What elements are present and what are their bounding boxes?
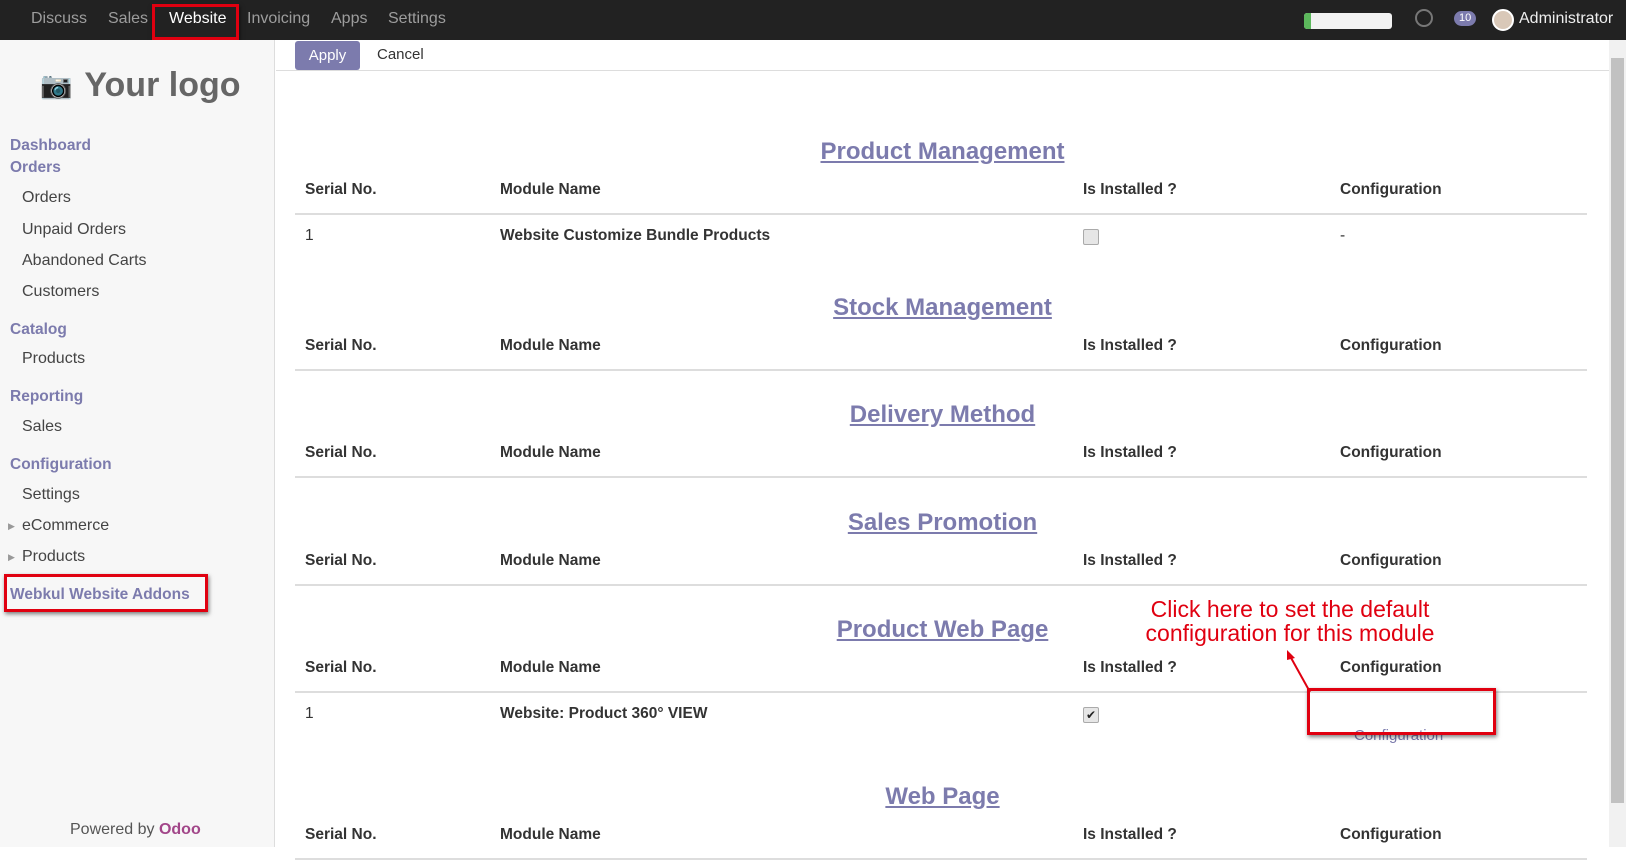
section-title[interactable]: Web Page: [885, 783, 1000, 810]
col-module: Module Name: [500, 444, 601, 461]
sidebar-webkul-addons[interactable]: Webkul Website Addons: [10, 586, 190, 603]
col-serial: Serial No.: [305, 659, 377, 676]
control-panel: Apply Cancel: [276, 40, 1609, 71]
table-header: Serial No. Module Name Is Installed ? Co…: [295, 659, 1587, 693]
chat-icon[interactable]: 10: [1454, 11, 1477, 26]
table-row: 1 Website: Product 360° VIEW ✔: [295, 705, 1587, 739]
table-row: 1 Website Customize Bundle Products -: [295, 227, 1587, 261]
menu-apps[interactable]: Apps: [331, 10, 368, 27]
col-serial: Serial No.: [305, 181, 377, 198]
highlight-website: [152, 4, 239, 40]
col-configuration: Configuration: [1340, 659, 1442, 676]
sidebar-dashboard[interactable]: Dashboard: [10, 137, 91, 154]
table-header: Serial No. Module Name Is Installed ? Co…: [295, 552, 1587, 586]
sidebar-item-sales[interactable]: Sales: [22, 418, 63, 435]
sidebar-item-products[interactable]: Products: [22, 350, 86, 367]
company-logo[interactable]: 📷 Your logo: [40, 66, 241, 104]
col-module: Module Name: [500, 181, 601, 198]
cancel-button[interactable]: Cancel: [377, 46, 424, 63]
col-installed: Is Installed ?: [1083, 659, 1177, 676]
progress-bar: [1304, 13, 1392, 29]
sidebar-item-config-products[interactable]: Products: [22, 548, 86, 565]
module-name-cell: Website Customize Bundle Products: [500, 227, 771, 244]
sidebar-item-settings[interactable]: Settings: [22, 486, 80, 503]
col-installed: Is Installed ?: [1083, 444, 1177, 461]
clock-icon[interactable]: [1415, 9, 1433, 27]
col-module: Module Name: [500, 552, 601, 569]
table-header: Serial No. Module Name Is Installed ? Co…: [295, 444, 1587, 478]
col-serial: Serial No.: [305, 552, 377, 569]
powered-by: Powered by Odoo: [70, 821, 201, 838]
section-title[interactable]: Product Web Page: [836, 616, 1049, 643]
sidebar-item-abandoned-carts[interactable]: Abandoned Carts: [22, 252, 147, 269]
highlight-addons: [4, 574, 208, 612]
menu-settings[interactable]: Settings: [388, 10, 446, 27]
apply-button[interactable]: Apply: [295, 41, 360, 70]
annotation-arrow: [1287, 650, 1311, 693]
col-serial: Serial No.: [305, 826, 377, 843]
sidebar-group-reporting[interactable]: Reporting: [10, 388, 84, 405]
table-header: Serial No. Module Name Is Installed ? Co…: [295, 826, 1587, 860]
menu-invoicing[interactable]: Invoicing: [247, 10, 311, 27]
caret-right-icon: ▶: [8, 521, 15, 531]
top-navbar: Discuss Sales Website Invoicing Apps Set…: [0, 0, 1626, 40]
sidebar-item-unpaid-orders[interactable]: Unpaid Orders: [22, 221, 127, 238]
col-installed: Is Installed ?: [1083, 552, 1177, 569]
col-module: Module Name: [500, 826, 601, 843]
annotation-text: Click here to set the default configurat…: [1145, 596, 1435, 646]
user-menu[interactable]: Administrator: [1519, 10, 1614, 27]
section-title[interactable]: Stock Management: [833, 294, 1052, 321]
camera-icon: 📷: [40, 70, 73, 100]
section-title[interactable]: Delivery Method: [849, 401, 1036, 428]
avatar[interactable]: [1492, 9, 1514, 31]
sidebar-group-configuration[interactable]: Configuration: [10, 456, 112, 473]
odoo-link[interactable]: Odoo: [158, 821, 201, 838]
scrollbar[interactable]: [1609, 40, 1626, 847]
col-configuration: Configuration: [1340, 826, 1442, 843]
sidebar-item-ecommerce[interactable]: eCommerce: [22, 517, 110, 534]
table-header: Serial No. Module Name Is Installed ? Co…: [295, 337, 1587, 371]
highlight-configuration: [1307, 688, 1496, 735]
sidebar: 📷 Your logo Dashboard Orders Orders Unpai…: [0, 40, 275, 847]
sidebar-item-orders[interactable]: Orders: [22, 189, 71, 206]
section-title[interactable]: Product Management: [820, 138, 1065, 165]
table-header: Serial No. Module Name Is Installed ? Co…: [295, 181, 1587, 215]
caret-right-icon: ▶: [8, 552, 15, 562]
module-name-cell: Website: Product 360° VIEW: [500, 705, 708, 722]
col-installed: Is Installed ?: [1083, 826, 1177, 843]
menu-sales[interactable]: Sales: [108, 10, 149, 27]
col-serial: Serial No.: [305, 444, 377, 461]
col-installed: Is Installed ?: [1083, 181, 1177, 198]
sidebar-item-customers[interactable]: Customers: [22, 283, 100, 300]
sidebar-group-orders[interactable]: Orders: [10, 159, 61, 176]
menu-discuss[interactable]: Discuss: [31, 10, 88, 27]
menu-website[interactable]: Website: [169, 10, 227, 27]
col-installed: Is Installed ?: [1083, 337, 1177, 354]
configuration-link[interactable]: Configuration: [1354, 727, 1444, 744]
serial-cell: 1: [305, 705, 314, 722]
col-configuration: Configuration: [1340, 181, 1442, 198]
col-module: Module Name: [500, 659, 601, 676]
serial-cell: 1: [305, 227, 314, 244]
main-content: Apply Cancel Product Management Serial N…: [276, 40, 1609, 860]
col-configuration: Configuration: [1340, 552, 1442, 569]
section-title[interactable]: Sales Promotion: [847, 509, 1038, 536]
sidebar-group-catalog[interactable]: Catalog: [10, 321, 67, 338]
scrollbar-thumb[interactable]: [1611, 58, 1624, 803]
col-configuration: Configuration: [1340, 444, 1442, 461]
config-cell: -: [1340, 227, 1346, 244]
col-serial: Serial No.: [305, 337, 377, 354]
col-configuration: Configuration: [1340, 337, 1442, 354]
col-module: Module Name: [500, 337, 601, 354]
